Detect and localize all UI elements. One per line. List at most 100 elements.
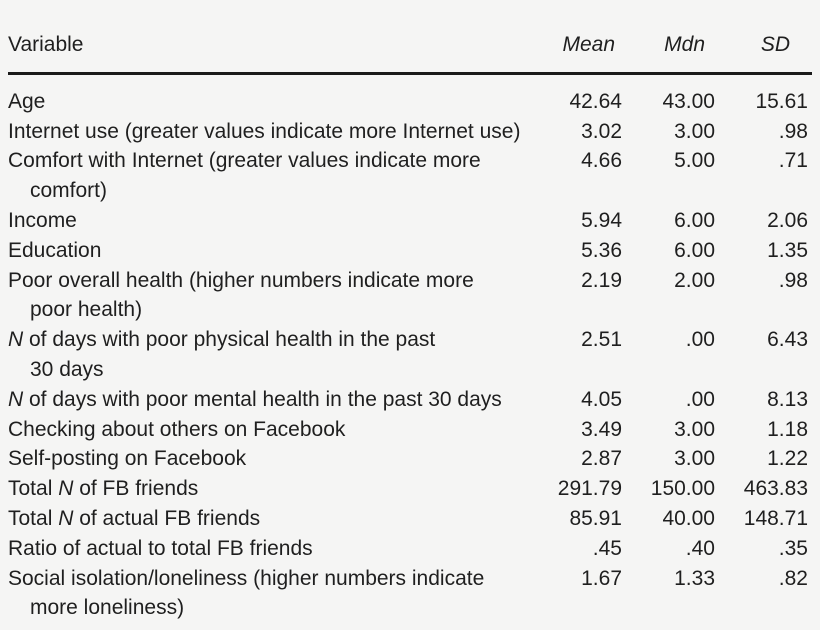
col-header-mdn: Mdn [625,30,718,75]
sd-cell: 463.83 [743,477,808,501]
sd-cell: 148.71 [743,506,808,530]
mdn-cell: 43.00 [662,89,715,113]
col-header-variable: Variable [8,30,535,75]
variable-cell: Poor overall health (higher numbers indi… [8,266,535,326]
variable-label: Internet use (greater values indicate mo… [8,119,521,143]
sd-cell: 1.22 [767,447,808,471]
variable-label-continuation: 30 days [30,357,104,381]
sd-cell: 15.61 [755,89,808,113]
mdn-cell: 6.00 [674,238,715,262]
sd-cell: .98 [778,268,808,292]
mean-cell: .45 [592,536,622,560]
summary-statistics-table: Variable Mean Mdn SD Age 42.64 43.00 15.61 I… [8,30,812,623]
table-row: Poor overall health (higher numbers indi… [8,266,812,326]
variable-label: N of days with poor physical health in t… [8,328,436,352]
col-header-sd: SD [718,30,812,75]
mdn-cell: 3.00 [674,417,715,441]
mdn-cell: 5.00 [674,149,715,173]
table-row: Age 42.64 43.00 15.61 [8,73,812,116]
mean-cell: 291.79 [557,477,622,501]
variable-label: Social isolation/loneliness (higher numb… [8,566,485,590]
mdn-cell: 6.00 [674,208,715,232]
mean-cell: 2.87 [581,447,622,471]
mean-cell: 4.05 [581,387,622,411]
variable-cell: Age [8,73,535,116]
variable-label: N of days with poor mental health in the… [8,387,502,411]
table-body: Age 42.64 43.00 15.61 Internet use (greater … [8,73,812,623]
mean-cell: 2.51 [581,328,622,352]
italic-symbol: N [8,328,24,352]
mdn-cell: 150.00 [650,477,715,501]
mdn-cell: .00 [685,387,715,411]
mdn-cell: .40 [685,536,715,560]
variable-label: Total N of FB friends [8,477,199,501]
variable-cell: Internet use (greater values indicate mo… [8,117,535,147]
mean-cell: 3.49 [581,417,622,441]
sd-cell: 1.35 [767,238,808,262]
variable-cell: Self-posting on Facebook [8,444,535,474]
mean-cell: 3.02 [581,119,622,143]
col-header-mean: Mean [535,30,625,75]
mean-cell: 5.94 [581,208,622,232]
variable-label-continuation: more loneliness) [30,596,185,620]
mdn-cell: .00 [685,328,715,352]
variable-label-continuation: comfort) [30,179,108,203]
variable-cell: Education [8,236,535,266]
mdn-cell: 40.00 [662,506,715,530]
variable-label: Education [8,238,102,262]
variable-cell: N of days with poor mental health in the… [8,385,535,415]
mean-cell: 4.66 [581,149,622,173]
sd-cell: 1.18 [767,417,808,441]
mean-cell: 85.91 [569,506,622,530]
table-row: Checking about others on Facebook 3.49 3.0… [8,415,812,445]
table-row: Total N of actual FB friends 85.91 40.00 14… [8,504,812,534]
variable-label: Self-posting on Facebook [8,447,247,471]
variable-label: Checking about others on Facebook [8,417,346,441]
variable-label: Age [8,89,46,113]
sd-cell: .35 [778,536,808,560]
variable-cell: Total N of FB friends [8,474,535,504]
mean-cell: 42.64 [569,89,622,113]
table-row: Internet use (greater values indicate mo… [8,117,812,147]
variable-label: Comfort with Internet (greater values in… [8,149,481,173]
mdn-cell: 2.00 [674,268,715,292]
italic-symbol: N [58,477,74,501]
variable-cell: Total N of actual FB friends [8,504,535,534]
mdn-cell: 1.33 [674,566,715,590]
sd-cell: 8.13 [767,387,808,411]
sd-cell: .82 [778,566,808,590]
mdn-cell: 3.00 [674,119,715,143]
variable-label: Income [8,208,77,232]
variable-cell: Checking about others on Facebook [8,415,535,445]
variable-label: Ratio of actual to total FB friends [8,536,313,560]
table-row: Social isolation/loneliness (higher numb… [8,564,812,624]
table-row: N of days with poor mental health in the… [8,385,812,415]
variable-label: Poor overall health (higher numbers indi… [8,268,474,292]
sd-cell: .98 [778,119,808,143]
table-row: Income 5.94 6.00 2.06 [8,206,812,236]
mean-cell: 2.19 [581,268,622,292]
header-row: Variable Mean Mdn SD [8,30,812,75]
table-row: Self-posting on Facebook 2.87 3.00 1.22 [8,444,812,474]
mean-cell: 5.36 [581,238,622,262]
variable-cell: Ratio of actual to total FB friends [8,534,535,564]
sd-cell: 2.06 [767,208,808,232]
sd-cell: .71 [778,149,808,173]
mdn-cell: 3.00 [674,447,715,471]
italic-symbol: N [8,387,24,411]
table-row: Total N of FB friends 291.79 150.00 463.83 [8,474,812,504]
table-row: Comfort with Internet (greater values in… [8,146,812,206]
variable-cell: N of days with poor physical health in t… [8,325,535,385]
variable-cell: Social isolation/loneliness (higher numb… [8,564,535,624]
variable-label-continuation: poor health) [30,298,143,322]
table-row: N of days with poor physical health in t… [8,325,812,385]
sd-cell: 6.43 [767,328,808,352]
table-header: Variable Mean Mdn SD [8,30,812,75]
variable-cell: Income [8,206,535,236]
variable-label: Total N of actual FB friends [8,506,261,530]
table-row: Education 5.36 6.00 1.35 [8,236,812,266]
variable-cell: Comfort with Internet (greater values in… [8,146,535,206]
table-row: Ratio of actual to total FB friends .45 .4… [8,534,812,564]
mean-cell: 1.67 [581,566,622,590]
